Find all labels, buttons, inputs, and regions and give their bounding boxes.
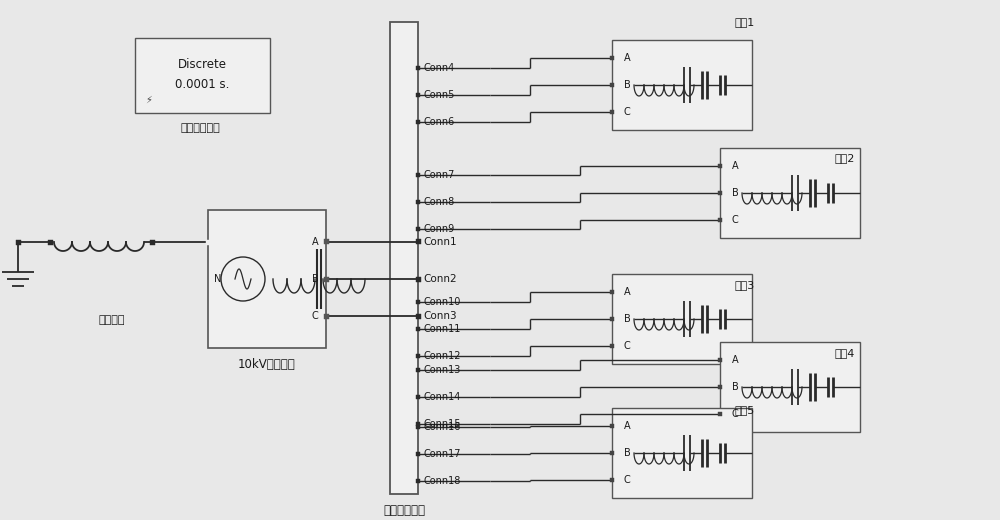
Text: 10kV三相电源: 10kV三相电源 (238, 358, 296, 370)
Text: Conn11: Conn11 (423, 324, 460, 334)
Text: Conn4: Conn4 (423, 63, 454, 73)
Text: Conn15: Conn15 (423, 419, 460, 429)
Bar (610, 424, 614, 428)
Text: C: C (624, 341, 631, 351)
Text: 线路集成系统: 线路集成系统 (383, 503, 425, 516)
Bar (206, 240, 210, 244)
Bar (416, 422, 420, 426)
Bar (135, 38, 270, 113)
Bar (390, 22, 418, 494)
Bar (612, 274, 752, 364)
Bar (612, 408, 752, 498)
Bar (150, 240, 154, 244)
Text: C: C (624, 475, 631, 485)
Bar (610, 451, 614, 455)
Text: A: A (732, 355, 739, 365)
Text: 线艗3: 线艗3 (735, 280, 755, 290)
Text: A: A (312, 237, 318, 247)
Text: Conn7: Conn7 (423, 170, 454, 180)
Bar (324, 314, 328, 319)
Text: 消弧线圈: 消弧线圈 (99, 315, 125, 325)
Text: 0.0001 s.: 0.0001 s. (175, 78, 230, 91)
Bar (720, 342, 860, 432)
Bar (610, 110, 614, 114)
Text: Discrete: Discrete (178, 58, 227, 71)
Bar (416, 93, 420, 97)
Bar (416, 239, 420, 244)
Text: A: A (624, 53, 631, 63)
Bar (416, 452, 420, 456)
Text: C: C (732, 409, 739, 419)
Bar (416, 425, 420, 429)
Text: Conn8: Conn8 (423, 197, 454, 207)
Text: Conn14: Conn14 (423, 392, 460, 402)
Bar (610, 478, 614, 482)
Bar (610, 290, 614, 294)
Text: 线艗1: 线艗1 (735, 17, 755, 27)
Text: A: A (624, 421, 631, 431)
Text: 电力系统分析: 电力系统分析 (180, 123, 220, 133)
Bar (324, 239, 328, 244)
Bar (718, 164, 722, 168)
Bar (718, 218, 722, 222)
Text: Conn12: Conn12 (423, 351, 460, 361)
Text: A: A (624, 287, 631, 297)
Bar (416, 277, 420, 281)
Text: C: C (312, 311, 318, 321)
Bar (416, 200, 420, 204)
Text: N: N (214, 274, 222, 284)
Text: Conn16: Conn16 (423, 422, 460, 432)
Text: B: B (312, 274, 318, 284)
Text: B: B (624, 80, 631, 90)
Bar (416, 300, 420, 304)
Bar (416, 173, 420, 177)
Text: A: A (732, 161, 739, 171)
Text: Conn9: Conn9 (423, 224, 454, 234)
Text: C: C (732, 215, 739, 225)
Bar (720, 148, 860, 238)
Bar (324, 277, 328, 281)
Bar (416, 368, 420, 372)
Text: 线艗5: 线艗5 (735, 405, 755, 415)
Bar (416, 354, 420, 358)
Bar (416, 227, 420, 231)
Bar (416, 120, 420, 124)
Text: C: C (624, 107, 631, 117)
Text: Conn17: Conn17 (423, 449, 460, 459)
Bar (416, 479, 420, 483)
Bar (208, 210, 326, 348)
Text: Conn1: Conn1 (423, 237, 457, 247)
Bar (718, 385, 722, 389)
Bar (610, 56, 614, 60)
Text: Conn3: Conn3 (423, 311, 457, 321)
Text: B: B (624, 448, 631, 458)
Bar (16, 240, 20, 244)
Text: ⚡: ⚡ (146, 95, 152, 105)
Bar (610, 317, 614, 321)
Bar (416, 395, 420, 399)
Text: B: B (624, 314, 631, 324)
Text: Conn5: Conn5 (423, 90, 454, 100)
Bar (48, 240, 52, 244)
Bar (610, 344, 614, 348)
Bar (610, 83, 614, 87)
Bar (718, 412, 722, 416)
Text: 线艗2: 线艗2 (835, 153, 855, 163)
Bar (718, 191, 722, 195)
Text: B: B (732, 188, 739, 198)
Text: B: B (732, 382, 739, 392)
Text: Conn18: Conn18 (423, 476, 460, 486)
Text: Conn10: Conn10 (423, 297, 460, 307)
Text: Conn6: Conn6 (423, 117, 454, 127)
Bar (416, 314, 420, 319)
Text: Conn13: Conn13 (423, 365, 460, 375)
Text: 线艗4: 线艗4 (835, 348, 855, 358)
Text: Conn2: Conn2 (423, 274, 457, 284)
Bar (416, 66, 420, 70)
Bar (718, 358, 722, 362)
Bar (612, 40, 752, 130)
Bar (416, 327, 420, 331)
